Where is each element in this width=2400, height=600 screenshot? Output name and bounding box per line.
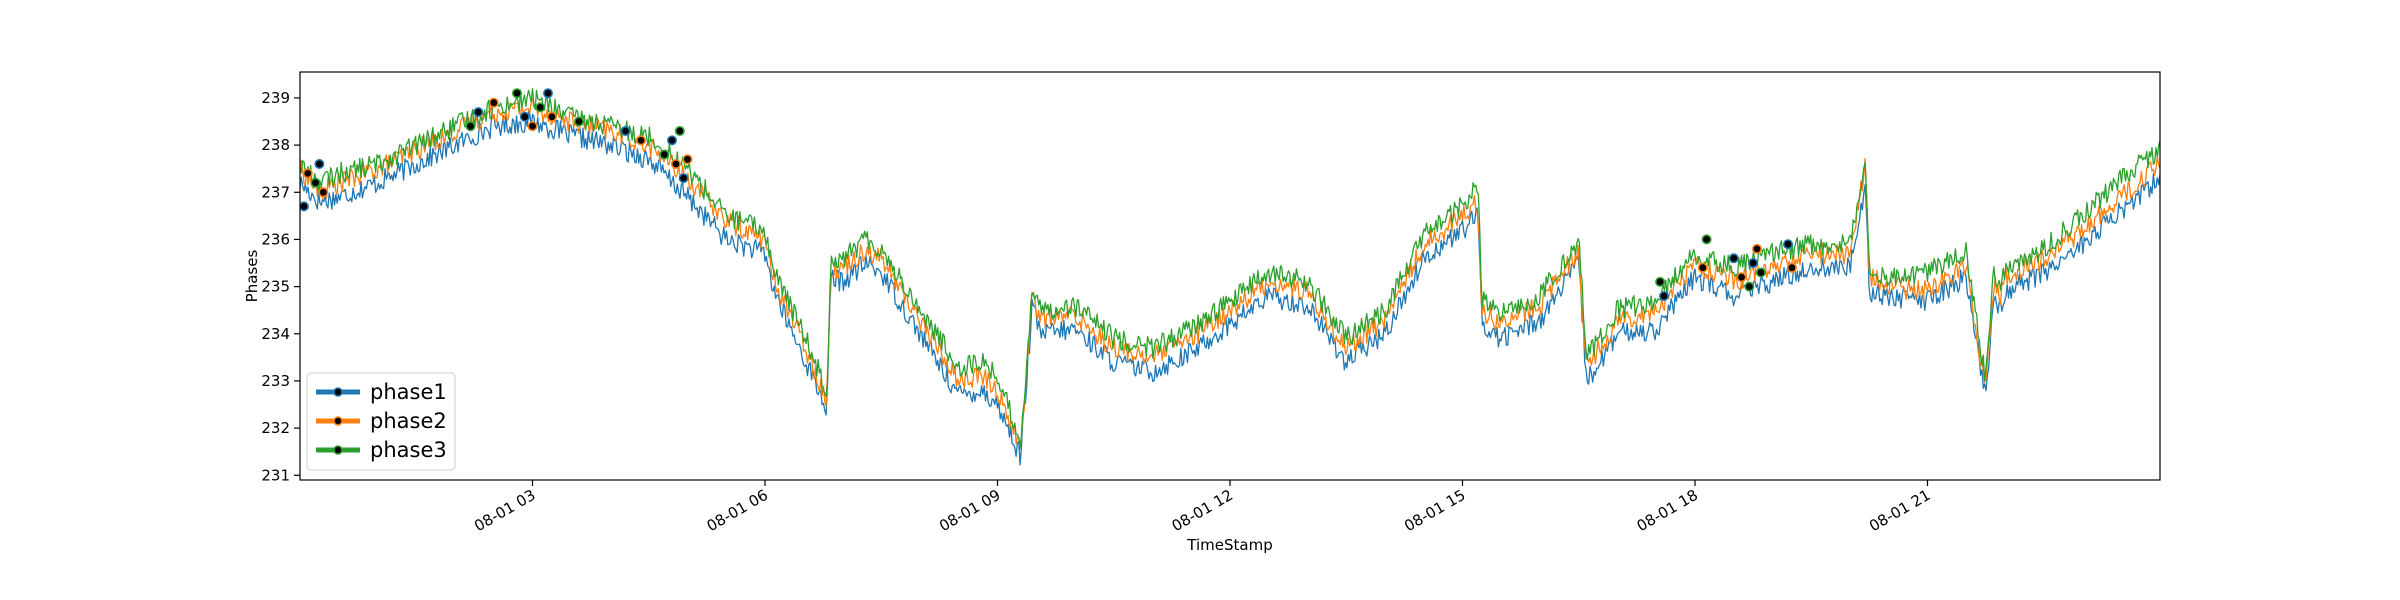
legend-marker-phase1 [333,387,343,397]
legend-label-phase3: phase3 [370,438,447,462]
marker-point [1701,234,1712,245]
marker-point [527,121,538,132]
y-tick-label: 231 [261,466,290,484]
marker-point [1736,272,1747,283]
series-line-phase1 [300,110,2160,466]
marker-point [302,168,313,179]
series-line-phase3 [300,88,2160,450]
marker-point [620,126,631,137]
marker-point [635,135,646,146]
marker-point [1752,243,1763,254]
marker-point [674,126,685,137]
y-axis: 231 232 233 234 235 236 237 238 239 [261,89,300,484]
series-line-phase2 [300,98,2160,445]
marker-point [318,187,329,198]
plot-area [300,72,2160,480]
marker-point [310,177,321,188]
marker-point [666,135,677,146]
marker-point [1748,257,1759,268]
marker-point [682,154,693,165]
marker-point [1786,262,1797,273]
marker-point [1659,290,1670,301]
marker-point [573,116,584,127]
y-axis-label: Phases [243,250,261,303]
marker-point [314,159,325,170]
marker-point [1744,281,1755,292]
series-layer [300,88,2160,466]
marker-layer [300,88,1797,301]
y-tick-label: 233 [261,372,290,390]
marker-point [488,97,499,108]
marker-point [511,88,522,99]
marker-point [465,121,476,132]
marker-point [300,201,309,212]
y-tick-label: 237 [261,183,290,201]
y-tick-label: 239 [261,89,290,107]
y-tick-label: 238 [261,136,290,154]
y-tick-label: 232 [261,419,290,437]
marker-point [1728,253,1739,264]
marker-point [542,88,553,99]
legend-marker-phase3 [333,445,343,455]
marker-point [473,107,484,118]
marker-point [678,173,689,184]
legend-frame [306,372,456,471]
marker-point [1655,276,1666,287]
marker-point [1697,262,1708,273]
marker-point [546,111,557,122]
marker-point [659,149,670,160]
marker-point [535,102,546,113]
marker-point [670,159,681,170]
legend-label-phase1: phase1 [370,380,447,404]
marker-point [1755,267,1766,278]
marker-point [1783,239,1794,250]
legend-marker-phase2 [333,416,343,426]
y-tick-label: 236 [261,230,290,248]
x-axis-label: TimeStamp [1186,536,1272,554]
legend-label-phase2: phase2 [370,409,447,433]
y-tick-label: 234 [261,325,290,343]
marker-point [519,111,530,122]
y-tick-label: 235 [261,278,290,296]
legend: phase1 phase2 phase3 [306,372,456,471]
